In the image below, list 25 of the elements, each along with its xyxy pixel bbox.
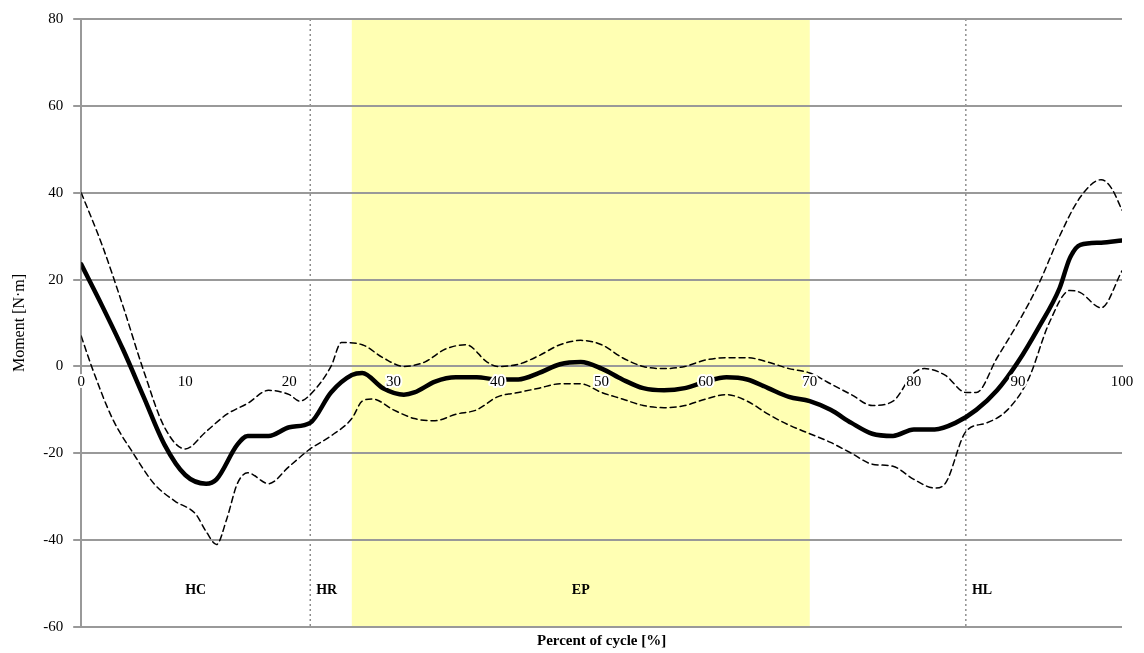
y-tick-label: 80 xyxy=(48,9,64,26)
x-axis-title: Percent of cycle [%] xyxy=(536,632,667,649)
y-tick-label: -40 xyxy=(43,531,64,548)
x-tick-label: 10 xyxy=(177,372,193,389)
y-tick-label: -60 xyxy=(43,617,64,634)
ref-line-label: HL xyxy=(971,581,993,597)
x-tick-label: 30 xyxy=(385,372,401,389)
ref-line-label: HR xyxy=(316,581,339,597)
x-tick-label: 100 xyxy=(1110,372,1134,389)
y-tick-label: 60 xyxy=(48,96,64,113)
y-tick-label: 40 xyxy=(48,183,64,200)
y-tick-label: 0 xyxy=(55,357,64,374)
x-tick-label: 20 xyxy=(281,372,297,389)
y-tick-label: -20 xyxy=(43,444,64,461)
x-tick-label: 80 xyxy=(906,372,922,389)
band-label: EP xyxy=(571,581,591,597)
x-tick-label: 70 xyxy=(802,372,818,389)
x-tick-label: 90 xyxy=(1010,372,1026,389)
x-tick-label: 60 xyxy=(698,372,714,389)
y-axis-title: Moment [N·m] xyxy=(9,273,27,373)
x-tick-label: 50 xyxy=(594,372,610,389)
annotation: HC xyxy=(185,581,207,597)
y-tick-label: 20 xyxy=(48,270,64,287)
x-tick-label: 40 xyxy=(490,372,506,389)
x-tick-label: 0 xyxy=(77,372,85,389)
